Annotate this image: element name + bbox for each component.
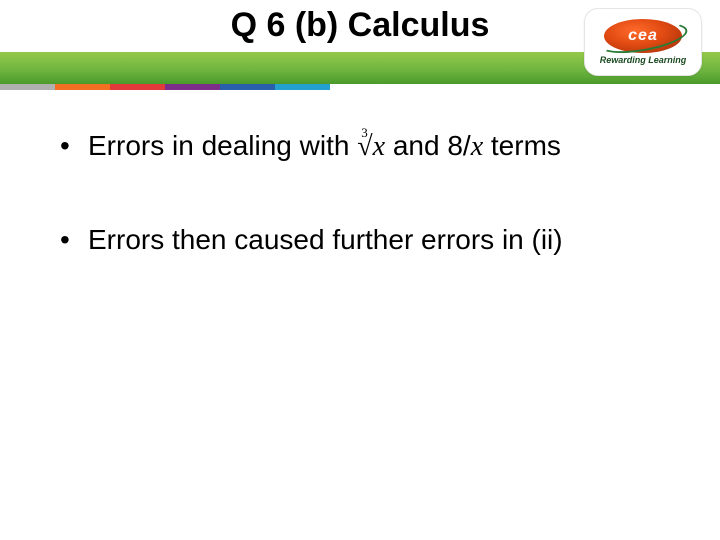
radical-index: 3 — [361, 125, 368, 141]
math-variable: x — [471, 131, 483, 162]
bullet-text: terms — [483, 130, 561, 161]
slide: Q 6 (b) Calculus cea Rewarding Learning … — [0, 0, 720, 540]
bullet-text: and 8/ — [385, 130, 471, 161]
strip-segment — [165, 84, 220, 90]
bullet-item: Errors then caused further errors in (ii… — [60, 222, 670, 257]
logo-oval-icon: cea — [604, 19, 682, 53]
bullet-text: Errors in dealing with — [88, 130, 357, 161]
bullet-text: Errors then caused further errors in (ii… — [88, 224, 563, 255]
bullet-list: Errors in dealing with 3√x and 8/x terms… — [60, 128, 670, 257]
slide-body: Errors in dealing with 3√x and 8/x terms… — [0, 92, 720, 257]
strip-segment — [0, 84, 55, 90]
strip-segment — [330, 84, 720, 90]
logo-tagline: Rewarding Learning — [600, 55, 687, 65]
bullet-item: Errors in dealing with 3√x and 8/x terms — [60, 128, 670, 164]
math-variable: x — [373, 131, 385, 162]
cube-root-icon: 3√ — [357, 129, 372, 164]
strip-segment — [55, 84, 110, 90]
header-color-strip — [0, 84, 720, 90]
strip-segment — [110, 84, 165, 90]
slide-header: Q 6 (b) Calculus cea Rewarding Learning — [0, 0, 720, 92]
logo-ring-icon — [596, 17, 689, 58]
strip-segment — [275, 84, 330, 90]
logo: cea Rewarding Learning — [584, 8, 702, 76]
strip-segment — [220, 84, 275, 90]
